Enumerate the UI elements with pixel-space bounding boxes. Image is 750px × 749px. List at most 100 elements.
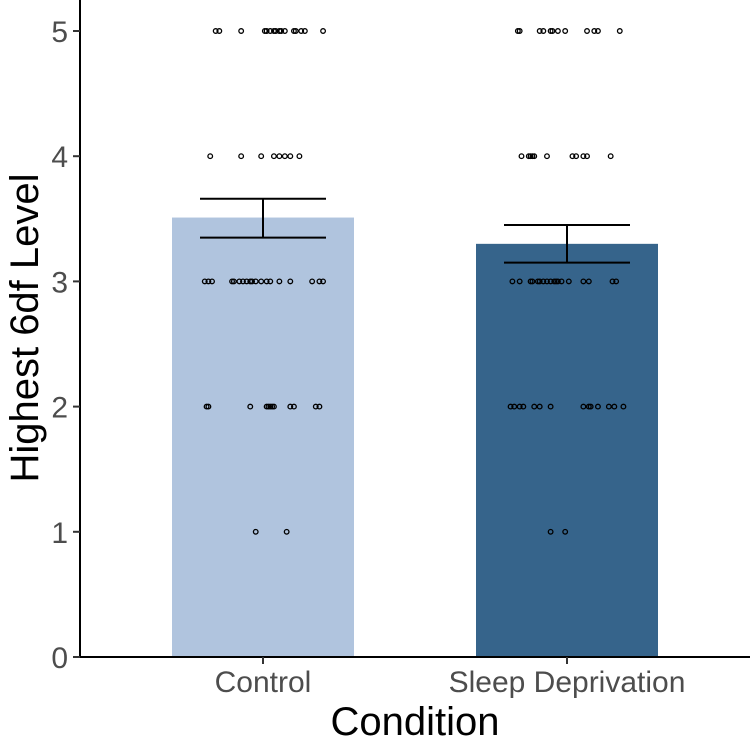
- data-point: [616, 28, 623, 34]
- bar-control: [172, 217, 354, 657]
- data-point: [205, 278, 212, 285]
- data-point: [316, 403, 323, 410]
- data-point: [562, 528, 569, 535]
- data-point: [580, 153, 587, 160]
- data-point: [580, 278, 587, 285]
- data-point: [252, 528, 259, 535]
- data-point: [238, 28, 245, 34]
- axes: [79, 0, 750, 658]
- data-point: [507, 403, 514, 410]
- bars: [172, 217, 658, 657]
- data-point: [536, 403, 543, 410]
- data-point: [298, 28, 305, 34]
- data-point: [201, 278, 208, 285]
- x-tick-label: Sleep Deprivation: [449, 666, 686, 699]
- data-point: [267, 278, 274, 285]
- data-point: [270, 403, 277, 410]
- data-point: [320, 278, 327, 285]
- data-point: [258, 153, 265, 160]
- y-tick-label: 5: [51, 16, 68, 49]
- y-tick-label: 1: [51, 517, 68, 550]
- data-point: [520, 403, 527, 410]
- data-point: [301, 28, 308, 34]
- data-point: [263, 278, 270, 285]
- data-point: [573, 153, 580, 160]
- y-axis-title: Highest 6df Level: [3, 173, 47, 482]
- data-point: [518, 153, 525, 160]
- data-point: [516, 278, 523, 285]
- data-point: [287, 153, 294, 160]
- x-tick-label: Control: [215, 666, 312, 699]
- data-point: [249, 278, 256, 285]
- data-point: [243, 278, 250, 285]
- data-point: [290, 403, 297, 410]
- data-point: [547, 528, 554, 535]
- data-point: [230, 278, 237, 285]
- data-point: [207, 153, 214, 160]
- data-point: [613, 278, 620, 285]
- data-point: [270, 153, 277, 160]
- data-point: [587, 403, 594, 410]
- data-point: [205, 403, 212, 410]
- data-point: [281, 28, 288, 34]
- data-point: [263, 28, 270, 34]
- y-tick-label: 3: [51, 266, 68, 299]
- bar-sleep-deprivation: [476, 243, 658, 657]
- ticks: 0 1 2 3 4 5 Control Sleep Deprivation: [51, 16, 685, 699]
- data-point: [594, 28, 601, 34]
- x-axis-title: Condition: [330, 700, 499, 744]
- data-point: [562, 28, 569, 34]
- data-point: [544, 278, 550, 285]
- data-point: [594, 403, 601, 410]
- data-point: [292, 28, 299, 34]
- y-tick-label: 4: [51, 141, 68, 174]
- data-point: [536, 278, 543, 285]
- data-point: [531, 403, 538, 410]
- data-point: [309, 278, 316, 285]
- data-point: [267, 28, 274, 34]
- data-point: [540, 28, 547, 34]
- data-point: [511, 403, 518, 410]
- error-bars: [200, 197, 630, 264]
- data-point: [591, 28, 598, 34]
- data-point: [569, 153, 576, 160]
- data-point: [607, 153, 614, 160]
- data-point: [509, 278, 516, 285]
- data-point: [547, 278, 554, 285]
- data-point: [549, 28, 556, 34]
- data-point: [584, 153, 590, 160]
- data-point: [529, 278, 536, 285]
- data-point: [531, 153, 538, 160]
- data-point: [516, 403, 523, 410]
- data-point: [287, 278, 294, 285]
- data-point: [609, 278, 616, 285]
- data-point: [312, 403, 319, 410]
- data-point: [276, 153, 283, 160]
- data-point: [558, 278, 565, 285]
- data-point: [209, 278, 215, 285]
- data-point: [605, 403, 612, 410]
- data-point: [272, 28, 279, 34]
- data-point: [320, 28, 327, 34]
- data-point: [258, 278, 265, 285]
- data-point: [536, 28, 543, 34]
- data-points: [201, 28, 627, 535]
- data-point: [247, 403, 254, 410]
- data-point: [240, 278, 246, 285]
- data-point: [547, 403, 554, 410]
- y-tick-label: 2: [51, 392, 68, 425]
- data-point: [585, 278, 592, 285]
- data-point: [544, 153, 550, 160]
- data-point: [516, 28, 523, 34]
- data-point: [276, 278, 283, 285]
- data-point: [316, 278, 323, 285]
- data-point: [212, 28, 219, 34]
- data-point: [554, 28, 561, 34]
- data-point: [238, 153, 245, 160]
- data-point: [287, 403, 294, 410]
- data-point: [283, 528, 290, 535]
- data-point: [296, 153, 303, 160]
- y-tick-label: 0: [51, 642, 68, 675]
- data-point: [620, 403, 627, 410]
- data-point: [281, 153, 288, 160]
